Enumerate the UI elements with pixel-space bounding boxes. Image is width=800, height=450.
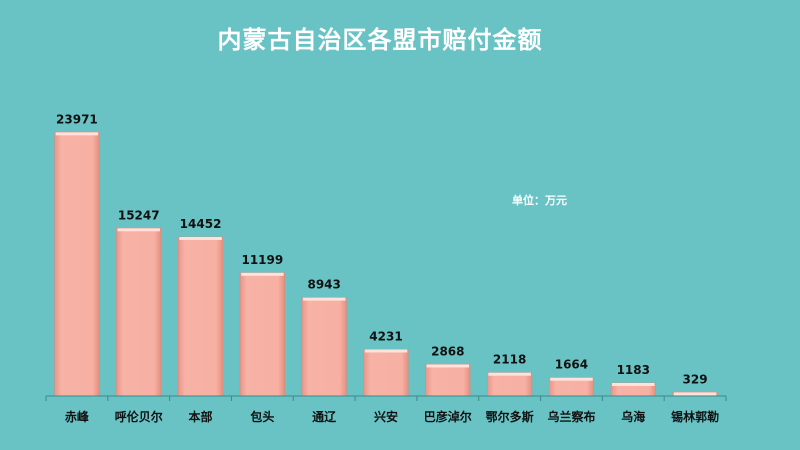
- data-label: 1664: [555, 358, 588, 372]
- category-label: 呼伦贝尔: [115, 409, 163, 424]
- data-label: 4231: [369, 329, 402, 343]
- category-label: 巴彦淖尔: [424, 409, 472, 424]
- bar-包头: [239, 272, 285, 397]
- category-label: 乌海: [621, 409, 645, 424]
- category-label: 鄂尔多斯: [486, 409, 534, 424]
- data-label: 11199: [241, 253, 283, 267]
- bar-highlight: [612, 382, 655, 386]
- x-axis-ticks: [45, 396, 727, 401]
- data-label: 23971: [56, 112, 98, 126]
- data-label: 329: [683, 372, 708, 386]
- category-label: 兴安: [374, 409, 398, 424]
- unit-note: 单位：万元: [512, 194, 567, 207]
- data-label: 2118: [493, 353, 526, 367]
- bars-group: [54, 132, 718, 397]
- bar-highlight: [426, 364, 470, 368]
- bar-鄂尔多斯: [487, 372, 533, 397]
- bar-巴彦淖尔: [425, 364, 471, 397]
- bar-兴安: [363, 349, 409, 397]
- bar-highlight: [55, 132, 99, 136]
- data-label: 15247: [118, 208, 160, 222]
- bar-highlight: [673, 392, 717, 396]
- bar-highlight: [488, 372, 531, 376]
- bar-highlight: [550, 377, 593, 381]
- bar-highlight: [179, 237, 222, 241]
- bar-highlight: [117, 228, 160, 232]
- category-labels-group: 赤峰 呼伦贝尔 本部 包头 通辽 兴安 巴彦淖尔 鄂尔多斯 乌兰察布 乌海 锡林郭勒: [65, 409, 719, 424]
- category-label: 乌兰察布: [547, 409, 595, 424]
- bar-highlight: [302, 297, 346, 301]
- data-label: 2868: [431, 344, 464, 358]
- bar-highlight: [364, 349, 408, 353]
- bar-通辽: [301, 297, 347, 397]
- data-label: 14452: [180, 217, 222, 231]
- chart-title: 内蒙古自治区各盟市赔付金额: [217, 26, 543, 54]
- category-label: 通辽: [312, 409, 337, 424]
- category-label: 赤峰: [65, 409, 90, 424]
- category-label: 本部: [189, 409, 213, 424]
- data-label: 1183: [617, 363, 650, 377]
- data-label: 8943: [307, 278, 340, 292]
- bar-本部: [177, 236, 224, 397]
- data-labels-group: 23971 15247 14452 11199 8943 4231 2868 2118 1664…: [56, 112, 708, 386]
- category-label: 包头: [249, 409, 274, 424]
- bar-赤峰: [54, 132, 100, 397]
- bar-呼伦贝尔: [116, 227, 162, 397]
- bar-highlight: [241, 272, 284, 276]
- category-label: 锡林郭勒: [671, 409, 719, 424]
